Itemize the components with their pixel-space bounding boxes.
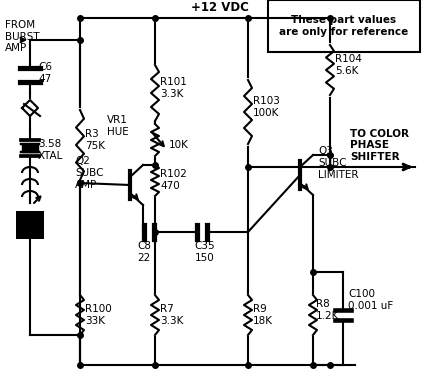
Text: FROM
BURST
AMP: FROM BURST AMP: [5, 20, 40, 53]
Text: +12 VDC: +12 VDC: [191, 1, 249, 14]
Text: C35
150: C35 150: [194, 241, 215, 263]
Text: R9
18K: R9 18K: [253, 304, 273, 326]
Text: R3
75K: R3 75K: [85, 129, 105, 151]
Text: R102
470: R102 470: [160, 169, 187, 191]
Text: R103
100K: R103 100K: [253, 96, 280, 118]
Text: R104
5.6K: R104 5.6K: [335, 54, 362, 76]
Text: Q3
SUBC
LIMITER: Q3 SUBC LIMITER: [318, 146, 359, 180]
Text: 3.58
XTAL: 3.58 XTAL: [38, 139, 63, 161]
Text: TO COLOR
PHASE
SHIFTER: TO COLOR PHASE SHIFTER: [350, 129, 409, 162]
Text: 10K: 10K: [169, 140, 189, 150]
Text: C100
0.001 uF: C100 0.001 uF: [348, 289, 393, 311]
Text: R8
1.2K: R8 1.2K: [316, 299, 339, 321]
Text: R100
33K: R100 33K: [85, 304, 112, 326]
Text: R101
3.3K: R101 3.3K: [160, 77, 187, 99]
Text: Q2
SUBC
AMP: Q2 SUBC AMP: [75, 157, 103, 190]
Text: These part values
are only for reference: These part values are only for reference: [279, 15, 408, 37]
FancyBboxPatch shape: [268, 0, 420, 52]
Text: C6
47: C6 47: [38, 62, 52, 84]
Text: R7
3.3K: R7 3.3K: [160, 304, 184, 326]
FancyBboxPatch shape: [16, 211, 44, 239]
Text: VR1
HUE: VR1 HUE: [107, 115, 129, 137]
Text: C8
22: C8 22: [137, 241, 151, 263]
